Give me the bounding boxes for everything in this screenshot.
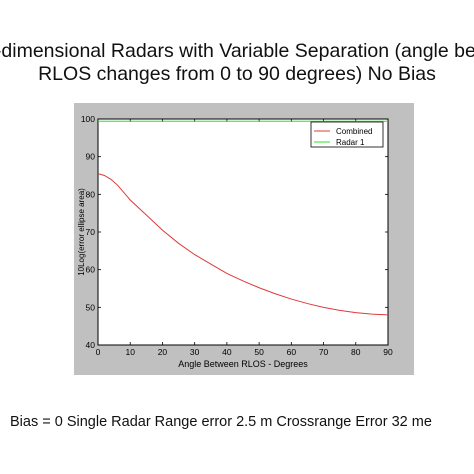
slide-title-line-1-text: o 2-dimensional Radars with Variable Sep… — [0, 40, 474, 62]
x-tick-label: 30 — [190, 347, 200, 357]
y-tick-label: 40 — [86, 340, 96, 350]
y-tick-label: 100 — [81, 114, 95, 124]
x-tick-label: 0 — [96, 347, 101, 357]
legend-label-radar-1: Radar 1 — [336, 138, 365, 147]
legend-box — [310, 121, 384, 148]
x-tick-label: 90 — [383, 347, 393, 357]
x-axis-label: Angle Between RLOS - Degrees — [178, 359, 308, 369]
y-tick-label: 80 — [86, 189, 96, 199]
matlab-figure: 0 10 20 30 40 50 60 70 80 90 40 50 60 70 80 90 100 Angle… — [74, 103, 414, 375]
x-tick-label: 40 — [222, 347, 232, 357]
slide-title-line-1: o 2-dimensional Radars with Variable Sep… — [0, 40, 474, 63]
y-tick-label: 90 — [86, 152, 96, 162]
plot-area — [97, 118, 389, 346]
x-tick-label: 10 — [125, 347, 135, 357]
y-tick-label: 50 — [86, 302, 96, 312]
y-axis-label: 10Log(error ellipse area) — [77, 188, 86, 276]
x-tick-label: 60 — [287, 347, 297, 357]
y-tick-label: 70 — [86, 227, 96, 237]
x-tick-label: 80 — [351, 347, 361, 357]
legend: Combined Radar 1 — [310, 121, 384, 148]
slide-title-line-2-text: RLOS changes from 0 to 90 degrees) No Bi… — [38, 63, 436, 85]
y-tick-label: 60 — [86, 265, 96, 275]
x-tick-label: 20 — [158, 347, 168, 357]
line-chart: 0 10 20 30 40 50 60 70 80 90 40 50 60 70 80 90 100 Angle… — [77, 114, 393, 369]
slide-title-line-2: RLOS changes from 0 to 90 degrees) No Bi… — [0, 63, 474, 86]
series-line-combined — [97, 173, 389, 316]
x-tick-label: 50 — [254, 347, 264, 357]
legend-label-combined: Combined — [336, 127, 372, 136]
caption: Bias = 0 Single Radar Range error 2.5 m … — [10, 414, 432, 430]
x-tick-label: 70 — [319, 347, 329, 357]
